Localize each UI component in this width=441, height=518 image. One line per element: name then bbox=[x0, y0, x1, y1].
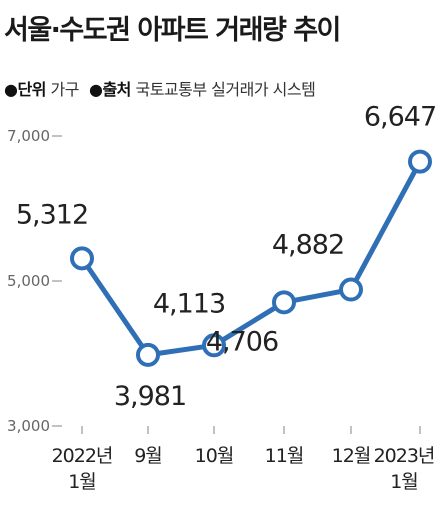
data-label: 4,882 bbox=[272, 230, 344, 261]
x-tick-label: 2023년 bbox=[374, 445, 435, 467]
x-tick-label: 10월 bbox=[195, 445, 234, 467]
data-label: 4,113 bbox=[153, 288, 225, 319]
data-point bbox=[202, 333, 226, 358]
unit-label: 단위 bbox=[17, 80, 46, 99]
x-tick-label: 11월 bbox=[265, 445, 304, 467]
data-label: 6,647 bbox=[364, 102, 436, 133]
data-point bbox=[339, 277, 363, 302]
y-tick-label: 5,000 bbox=[7, 272, 50, 290]
source-label: 출처 bbox=[102, 80, 131, 99]
y-tick-label: 3,000 bbox=[7, 417, 50, 435]
data-point bbox=[70, 246, 94, 271]
chart-title: 서울·수도권 아파트 거래량 추이 bbox=[4, 15, 341, 46]
chart-meta: ●단위 가구 ●출처 국토교통부 실거래가 시스템 bbox=[4, 76, 316, 100]
x-tick-label: 12월 bbox=[332, 445, 371, 467]
series-line bbox=[79, 159, 423, 358]
data-point bbox=[136, 342, 160, 367]
y-tick-label: 7,000 bbox=[7, 127, 50, 145]
x-tick-label: 1월 bbox=[390, 471, 418, 493]
source-value: 국토교통부 실거래가 시스템 bbox=[135, 80, 316, 99]
data-point bbox=[408, 149, 432, 174]
x-tick-label: 9월 bbox=[134, 445, 162, 467]
x-tick-label: 2022년 bbox=[52, 445, 113, 467]
data-label: 5,312 bbox=[16, 199, 88, 230]
data-label: 3,981 bbox=[114, 381, 186, 412]
unit-bullet: ● bbox=[4, 80, 18, 99]
unit-value: 가구 bbox=[50, 80, 80, 99]
x-tick-label: 1월 bbox=[68, 471, 96, 493]
data-point bbox=[272, 290, 296, 315]
data-label: 4,706 bbox=[206, 326, 278, 357]
source-bullet: ● bbox=[88, 80, 103, 99]
